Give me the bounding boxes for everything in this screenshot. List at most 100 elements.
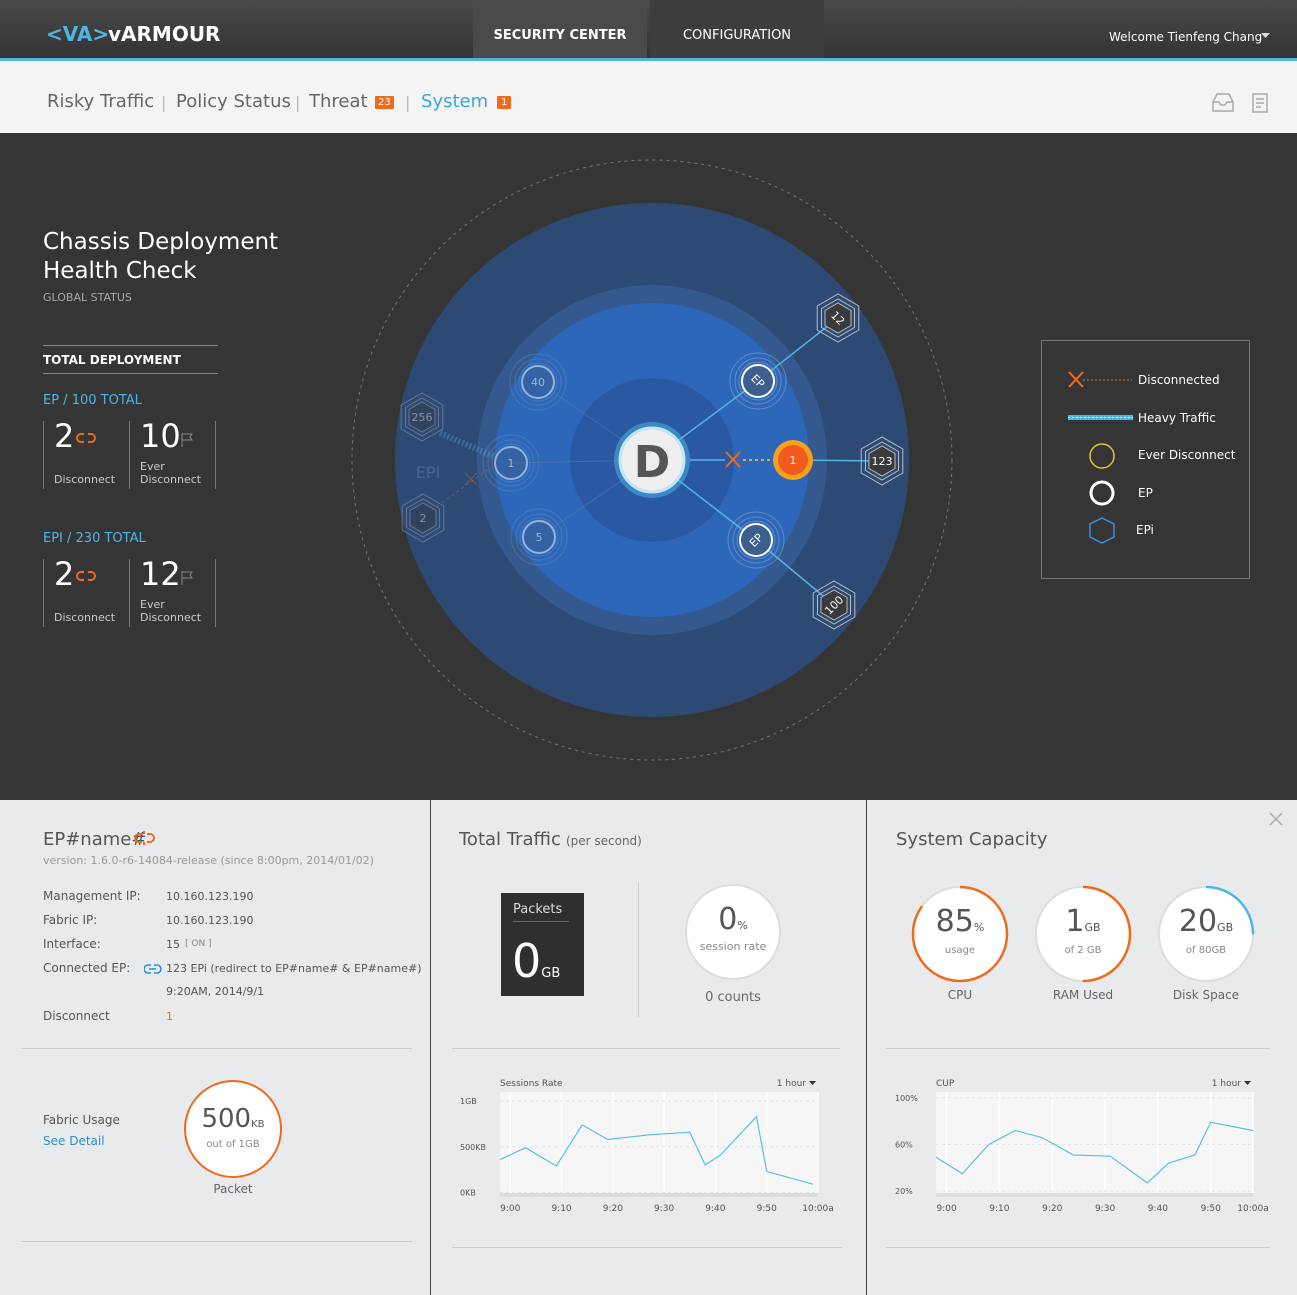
node-ring — [732, 516, 780, 564]
node-ring — [510, 508, 568, 566]
node-ring — [865, 441, 899, 481]
node: 5 — [510, 508, 568, 566]
y-tick-label: 0KB — [460, 1188, 476, 1197]
field-label: Management IP: — [43, 889, 141, 903]
link-icon — [144, 964, 162, 974]
gauge-caption: Packet — [213, 1182, 253, 1196]
node-ring — [406, 498, 440, 538]
x-tick-label: 10:00a — [802, 1204, 833, 1214]
node-ring — [487, 439, 535, 487]
chart-title: Sessions Rate — [500, 1079, 563, 1089]
node-ring — [491, 443, 531, 483]
gauge — [184, 1080, 282, 1178]
node-ring — [518, 362, 558, 402]
node-ring — [519, 517, 559, 557]
field-label: Connected EP: — [43, 961, 131, 975]
nav-tab[interactable]: SECURITY CENTER — [473, 0, 647, 58]
data-line — [499, 1115, 814, 1185]
node-ring — [868, 445, 896, 477]
node-body — [739, 523, 773, 557]
node-label: 5 — [536, 531, 543, 544]
node-ring — [514, 358, 562, 406]
gauge-sub: session rate — [699, 940, 767, 953]
stat-value: 2 — [54, 555, 75, 593]
node-body — [494, 446, 528, 480]
node-body — [741, 364, 775, 398]
chart-title: CUP — [936, 1079, 955, 1089]
gauge-arc — [1034, 885, 1132, 983]
toolbar-icons[interactable] — [1211, 92, 1271, 114]
field-value: 123 EPi (redirect to EP#name# & EP#name#… — [166, 962, 422, 975]
close-button[interactable] — [1268, 811, 1284, 827]
line-chart: CUP 1 hour 9:00 9:10 9:20 9:30 9:40 9:50 10:00a 2… — [895, 1079, 1269, 1214]
panel-title: EP#name# — [43, 829, 147, 850]
x-tick-label: 9:40 — [705, 1204, 725, 1214]
data-line — [935, 1121, 1254, 1184]
gauge-caption: Disk Space — [1172, 988, 1240, 1002]
y-tick-label: 100% — [895, 1094, 918, 1103]
packets-value: 0GB — [512, 934, 561, 988]
stat-label: Ever — [140, 460, 165, 473]
section-title: TOTAL DEPLOYMENT — [43, 353, 181, 367]
gauge-value: 500KB — [201, 1104, 265, 1134]
node-ring — [860, 436, 904, 486]
counts: 0 counts — [705, 990, 761, 1005]
node-ring — [405, 397, 439, 437]
x-tick-label: 9:10 — [551, 1204, 571, 1214]
node-ring — [400, 392, 444, 442]
node: 256 — [400, 392, 444, 442]
legend-label: Ever Disconnect — [1138, 448, 1236, 462]
node-label: 40 — [531, 376, 545, 389]
gauge-value: 1GB — [1065, 904, 1101, 939]
status-icons — [76, 433, 193, 447]
tab[interactable]: Threat — [309, 91, 368, 112]
center-label: D — [634, 437, 671, 488]
range-select: 1 hour — [777, 1079, 807, 1089]
gauge-arc — [911, 885, 1009, 983]
legend-label: Heavy Traffic — [1138, 411, 1216, 425]
broken-link-icon — [134, 831, 155, 845]
user-menu[interactable]: Welcome Tienfeng Chang — [1109, 30, 1263, 44]
node-ring — [408, 401, 436, 433]
packets-label: Packets — [513, 902, 569, 922]
panel-title: System Capacity — [896, 829, 1048, 850]
x-tick-label: 9:30 — [1095, 1204, 1115, 1214]
plot-area — [500, 1092, 818, 1197]
legend-symbols — [1068, 371, 1133, 544]
node-ring — [812, 580, 856, 630]
node: 1 — [482, 434, 540, 492]
group-heading: EP / 100 TOTAL — [43, 393, 142, 408]
tab[interactable]: Risky Traffic — [47, 91, 155, 112]
y-tick-label: 500KB — [460, 1143, 486, 1152]
badge: 1 — [497, 96, 512, 109]
legend-label: Disconnected — [1138, 373, 1220, 387]
x-tick-label: 9:00 — [500, 1204, 520, 1214]
stat-value: 2 — [54, 417, 75, 455]
separator: | — [405, 93, 411, 112]
legend — [1041, 340, 1250, 579]
nav-tab[interactable]: CONFIGURATION — [650, 0, 824, 58]
range-arrow — [1244, 1081, 1251, 1085]
dropdown-icon[interactable] — [1260, 32, 1272, 40]
field-value: 1 — [166, 1010, 173, 1023]
stat-label: Disconnect — [54, 473, 116, 486]
tab[interactable]: Policy Status — [176, 91, 291, 112]
node-body — [778, 445, 808, 475]
status-icons — [76, 571, 193, 585]
legend-label: EPi — [1136, 523, 1154, 537]
gauge-value: 20GB — [1178, 904, 1234, 939]
stat-value: 12 — [140, 555, 181, 593]
link[interactable]: See Detail — [43, 1134, 105, 1148]
x-tick-label: 9:00 — [936, 1204, 956, 1214]
tab-active[interactable]: System — [421, 91, 489, 112]
stat-label: Disconnect — [140, 473, 202, 486]
version: version: 1.6.0-r6-14084-release (since 8… — [43, 854, 374, 867]
field-label: Interface: — [43, 937, 101, 951]
gauge-arc — [1157, 885, 1255, 983]
node-label: 256 — [412, 411, 433, 424]
usage-label: Fabric Usage — [43, 1113, 120, 1127]
node: 12 — [816, 293, 860, 343]
node-ring — [734, 357, 782, 405]
y-tick-label: 20% — [895, 1187, 913, 1196]
